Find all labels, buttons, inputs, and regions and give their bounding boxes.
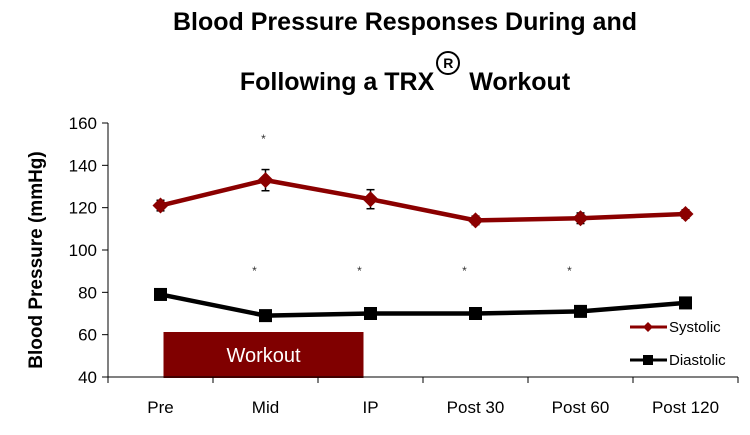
systolic-point bbox=[257, 172, 274, 189]
y-tick-label: 100 bbox=[69, 241, 97, 260]
workout-bar bbox=[163, 332, 364, 378]
legend-label-systolic: Systolic bbox=[669, 319, 721, 336]
legend-marker-systolic bbox=[643, 322, 653, 332]
significance-marker: * bbox=[252, 264, 257, 278]
y-tick-label: 140 bbox=[69, 156, 97, 175]
systolic-point bbox=[677, 206, 694, 223]
diastolic-point bbox=[154, 287, 167, 301]
x-tick-label: Post 30 bbox=[447, 398, 505, 417]
y-tick-label: 80 bbox=[78, 283, 97, 302]
chart-title-prefix: Following a TRX bbox=[239, 68, 435, 96]
y-tick-label: 40 bbox=[78, 368, 97, 387]
x-tick-label: IP bbox=[362, 398, 378, 417]
legend-label-diastolic: Diastolic bbox=[669, 352, 726, 369]
systolic-point bbox=[152, 197, 169, 214]
diastolic-line bbox=[160, 292, 686, 318]
diastolic-point bbox=[469, 307, 482, 320]
legend-marker-diastolic bbox=[643, 355, 653, 365]
significance-marker: * bbox=[462, 264, 467, 278]
significance-marker: * bbox=[261, 132, 266, 146]
diastolic-point bbox=[574, 304, 587, 318]
chart-title-line-1: Blood Pressure Responses During and bbox=[173, 8, 637, 36]
diastolic-point bbox=[364, 307, 377, 320]
y-tick-label: 160 bbox=[69, 114, 97, 133]
chart-title-line-2: Following a TRXR Workout bbox=[0, 51, 750, 97]
registered-trademark-icon: R bbox=[436, 51, 461, 75]
x-tick-label: Mid bbox=[252, 398, 279, 417]
x-tick-label: Post 60 bbox=[552, 398, 610, 417]
systolic-point bbox=[467, 212, 484, 229]
systolic-line bbox=[159, 177, 686, 223]
systolic-point bbox=[572, 210, 589, 227]
significance-marker: * bbox=[357, 264, 362, 278]
x-tick-label: Post 120 bbox=[652, 398, 719, 417]
x-tick-label: Pre bbox=[147, 398, 173, 417]
diastolic-point bbox=[259, 309, 272, 323]
systolic-point bbox=[362, 191, 379, 208]
y-tick-label: 120 bbox=[69, 199, 97, 218]
significance-marker: * bbox=[567, 264, 572, 278]
y-tick-label: 60 bbox=[78, 326, 97, 345]
y-axis-label: Blood Pressure (mmHg) bbox=[26, 151, 47, 368]
chart-title-suffix: Workout bbox=[469, 68, 571, 96]
workout-label: Workout bbox=[226, 345, 301, 367]
diastolic-point bbox=[679, 296, 692, 310]
